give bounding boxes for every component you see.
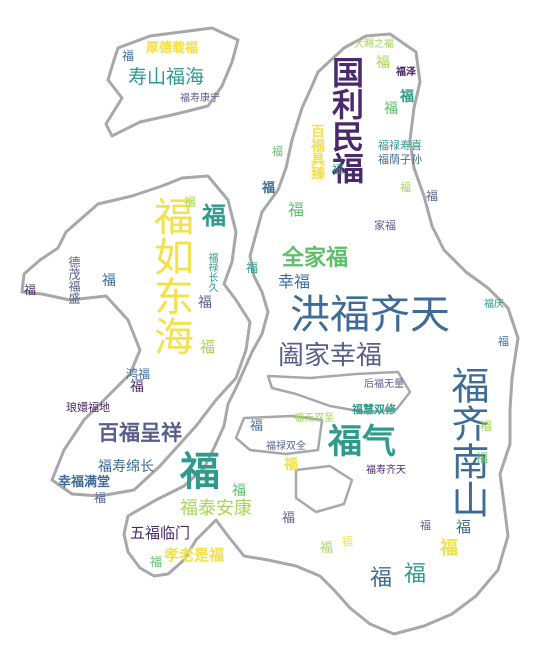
word-fu: 福 (102, 273, 116, 289)
word-fulu-shouxi: 福禄寿喜 (378, 139, 422, 152)
word-fu: 福 (476, 451, 489, 465)
word-jiafu: 家福 (374, 219, 396, 232)
word-fu: 福 (404, 562, 427, 587)
word-fu: 福 (320, 541, 334, 556)
word-fu: 福 (200, 338, 216, 356)
word-guoli-minfu: 国利民福 (327, 56, 365, 184)
word-fu: 福 (232, 483, 246, 499)
word-fu: 福 (130, 379, 144, 395)
word-fu: 福 (24, 283, 37, 297)
word-furu-donghai: 福如东海 (147, 196, 193, 356)
word-fu: 福 (250, 419, 264, 434)
word-baifu-juzhen: 百福具臻 (309, 124, 325, 180)
word-quanjiafu: 全家福 (282, 246, 349, 271)
word-fu: 福 (284, 457, 298, 473)
word-fu: 福 (94, 491, 107, 505)
word-hongfu-qitian: 洪福齐天 (290, 292, 450, 338)
word-fu: 福 (184, 195, 197, 209)
word-fushou-kangning: 福寿康宁 (180, 93, 220, 104)
word-fuyin-zisun: 福荫子孙 (378, 153, 422, 166)
word-houfu-wuliang: 后福无量 (364, 379, 404, 390)
word-fu: 福 (376, 55, 390, 71)
word-fuqi-nanshan: 福齐南山 (445, 366, 489, 518)
word-fuqing: 福庆 (484, 299, 504, 310)
word-fu: 福 (370, 566, 393, 591)
word-fu: 福 (480, 419, 493, 433)
word-fu: 福 (400, 89, 414, 105)
word-fu: 福 (384, 101, 398, 117)
word-fushou-qitian: 福寿齐天 (366, 465, 406, 476)
word-houde-zaifu: 厚德载福 (146, 41, 199, 56)
word-fu: 福 (202, 202, 226, 230)
word-fu: 福 (282, 511, 296, 526)
word-fu: 福 (440, 538, 458, 559)
word-fu: 福 (272, 145, 283, 158)
word-fu: 福 (288, 200, 305, 219)
word-fu: 福 (342, 535, 353, 548)
word-fuqi: 福气 (328, 422, 396, 462)
word-fu: 福 (420, 519, 431, 532)
word-fuwu-shuangzhi: 福无双至 (294, 413, 334, 424)
word-wufu-linmen: 五福临门 (130, 524, 191, 542)
word-fu: 福 (122, 49, 135, 63)
word-fushou-mianchang: 福寿绵长 (98, 459, 154, 475)
word-demao-fusheng: 德茂福盛 (67, 256, 81, 304)
word-dacizhifu: 大赐之福 (354, 39, 394, 50)
word-fu: 福 (198, 295, 212, 311)
word-shoushan-fuhai: 寿山福海 (128, 66, 205, 88)
word-fu-large: 福 (180, 449, 220, 495)
word-fu: 福 (150, 555, 163, 569)
word-fu: 福 (498, 335, 509, 348)
word-xingfu-mantang: 幸福满堂 (58, 475, 111, 490)
word-xingfu: 幸福 (278, 272, 311, 291)
word-xiaolao-shifu: 孝老是福 (164, 546, 225, 564)
word-fu: 福 (400, 181, 411, 194)
word-fu: 福 (456, 518, 472, 536)
word-hejia-xingfu: 阖家幸福 (278, 341, 383, 371)
word-baifu-chengxiang: 百福呈祥 (98, 421, 182, 445)
word-fu: 福 (262, 181, 276, 196)
word-langhuan-fudi: 琅嬛福地 (66, 401, 110, 414)
word-fu: 福 (426, 189, 439, 203)
word-fuze: 福泽 (396, 67, 416, 78)
word-fulu-shuangquan: 福禄双全 (266, 441, 306, 452)
word-fulu-changjiu: 福禄长久 (206, 252, 217, 292)
word-fuhui-shuangxiu: 福慧双修 (352, 403, 396, 416)
word-fu: 福 (332, 163, 343, 176)
word-hongfu: 鸿福 (126, 367, 151, 381)
word-fu: 福 (246, 261, 259, 275)
word-futai-ankang: 福泰安康 (180, 498, 252, 519)
